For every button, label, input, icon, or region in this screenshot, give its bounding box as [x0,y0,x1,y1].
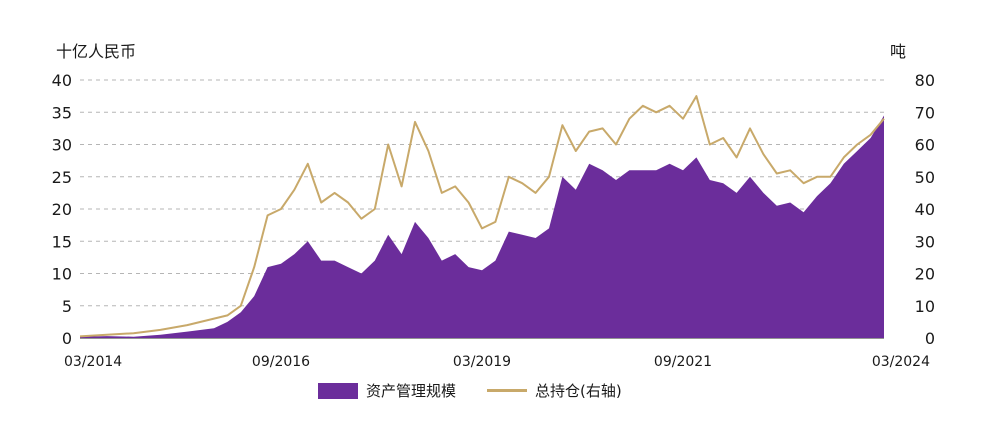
legend-label-holdings: 总持仓(右轴) [535,382,622,400]
left-tick-label: 40 [52,71,72,90]
x-tick-label: 09/2016 [252,354,310,370]
legend-swatch-area [318,382,358,399]
right-tick-label: 60 [915,136,935,155]
left-tick-label: 15 [52,232,72,251]
right-axis-title: 吨 [890,42,907,61]
right-tick-label: 80 [915,71,935,90]
aum-area [80,115,884,338]
left-tick-label: 35 [52,103,72,122]
left-axis-title: 十亿人民币 [56,42,137,61]
holdings-line-series [79,95,885,338]
right-tick-label: 30 [915,232,935,251]
right-axis-ticks: 0 10 20 30 40 50 60 70 80 [915,71,935,348]
left-tick-label: 30 [52,136,72,155]
aum-area-series [80,115,884,338]
right-tick-label: 20 [915,265,935,284]
left-tick-label: 20 [52,200,72,219]
legend-label-aum: 资产管理规模 [366,382,457,400]
legend-item-holdings: 总持仓(右轴) [487,380,622,401]
x-tick-label: 09/2021 [654,354,712,370]
left-tick-label: 10 [52,265,72,284]
right-tick-label: 10 [915,297,935,316]
x-axis-ticks: 03/2014 09/2016 03/2019 09/2021 03/2024 [64,354,930,370]
holdings-line [79,95,885,338]
x-tick-label: 03/2019 [453,354,511,370]
left-tick-label: 25 [52,168,72,187]
legend-swatch-line [487,389,527,392]
right-tick-label: 40 [915,200,935,219]
left-axis-ticks: 0 5 10 15 20 25 30 35 40 [52,71,72,348]
right-tick-label: 0 [925,329,935,348]
legend-item-aum: 资产管理规模 [318,380,456,401]
left-tick-label: 5 [62,297,72,316]
right-tick-label: 70 [915,103,935,122]
left-tick-label: 0 [62,329,72,348]
x-tick-label: 03/2024 [872,354,930,370]
right-tick-label: 50 [915,168,935,187]
x-tick-label: 03/2014 [64,354,122,370]
